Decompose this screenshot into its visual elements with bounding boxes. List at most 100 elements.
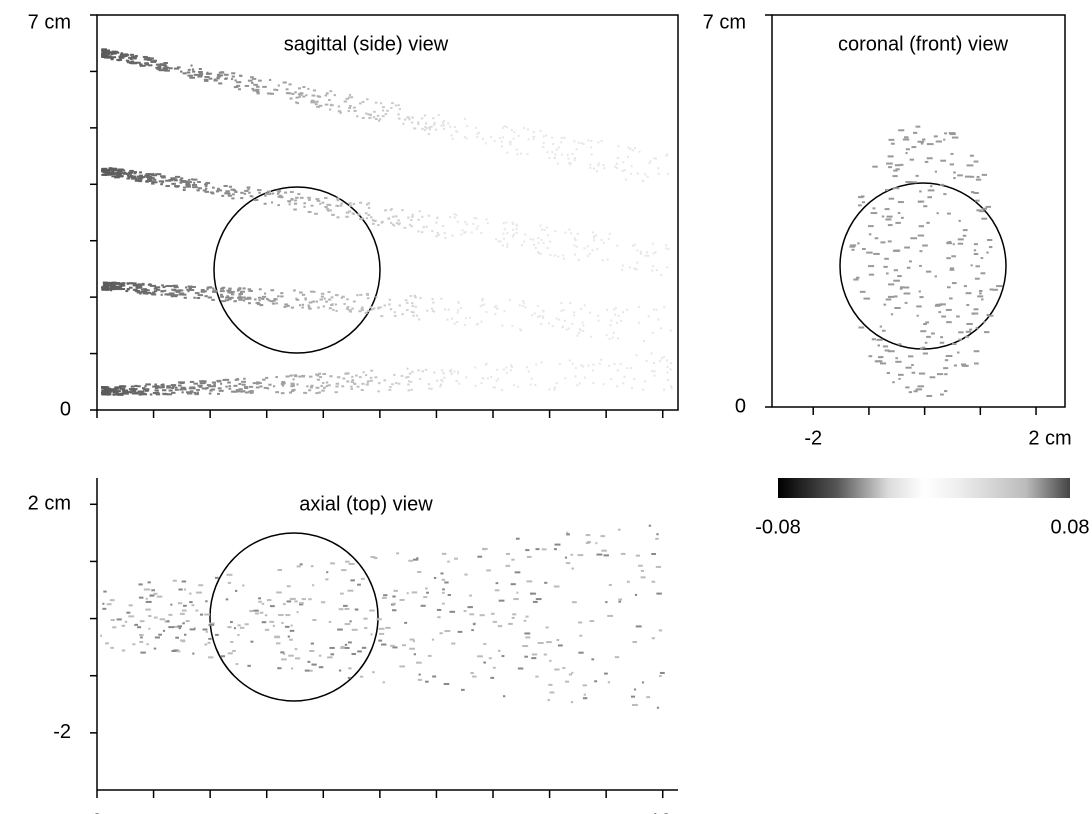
speckle xyxy=(545,626,549,629)
speckle xyxy=(264,628,270,631)
speckle xyxy=(179,639,186,642)
speckle xyxy=(359,293,363,296)
speckle xyxy=(373,110,376,113)
speckle xyxy=(180,180,186,183)
speckle xyxy=(366,381,369,384)
speckle xyxy=(151,589,156,592)
speckle xyxy=(145,180,149,183)
speckle xyxy=(145,173,152,176)
speckle xyxy=(887,240,892,243)
speckle xyxy=(428,126,431,129)
speckle xyxy=(319,202,322,205)
speckle xyxy=(565,328,568,331)
speckle xyxy=(315,392,319,395)
speckle xyxy=(553,386,556,389)
speckle xyxy=(347,306,350,309)
speckle xyxy=(349,107,352,110)
speckle xyxy=(189,592,192,595)
speckle xyxy=(648,162,651,165)
speckle xyxy=(309,649,315,652)
speckle xyxy=(318,104,323,107)
speckle xyxy=(918,372,926,375)
speckle xyxy=(516,591,519,594)
plot-frame xyxy=(96,14,679,411)
speckle xyxy=(980,272,986,275)
speckle xyxy=(186,185,191,188)
speckle xyxy=(156,595,163,598)
speckle xyxy=(940,393,944,396)
speckle xyxy=(392,646,398,649)
speckle xyxy=(583,247,586,250)
speckle xyxy=(237,296,242,299)
speckle xyxy=(340,202,343,205)
speckle xyxy=(337,105,341,108)
speckle xyxy=(398,304,402,307)
speckle xyxy=(280,295,284,298)
speckle xyxy=(383,379,387,382)
speckle xyxy=(153,592,158,595)
speckle xyxy=(107,171,115,174)
speckle xyxy=(237,624,241,627)
speckle xyxy=(317,306,320,309)
speckle xyxy=(399,598,405,601)
speckle xyxy=(220,655,226,658)
speckle xyxy=(308,389,312,392)
speckle xyxy=(428,128,431,131)
speckle xyxy=(283,191,288,194)
speckle xyxy=(505,221,508,224)
speckle xyxy=(411,591,418,594)
speckle xyxy=(326,208,330,211)
speckle xyxy=(670,387,673,390)
speckle xyxy=(488,657,492,660)
speckle xyxy=(348,93,352,96)
speckle xyxy=(160,175,166,178)
speckle xyxy=(615,167,618,170)
speckle xyxy=(261,297,265,300)
speckle xyxy=(227,291,231,294)
speckle xyxy=(551,325,554,328)
speckle xyxy=(502,237,505,240)
speckle xyxy=(344,607,350,610)
speckle xyxy=(600,140,603,143)
speckle xyxy=(248,385,254,388)
speckle xyxy=(651,552,656,555)
speckle xyxy=(520,329,523,332)
speckle xyxy=(369,376,373,379)
speckle xyxy=(154,286,161,289)
speckle xyxy=(517,385,520,388)
speckle xyxy=(635,625,642,628)
speckle xyxy=(348,562,355,565)
speckle xyxy=(308,375,313,378)
speckle xyxy=(640,569,645,572)
speckle xyxy=(276,89,279,92)
speckle xyxy=(358,376,362,379)
speckle xyxy=(106,55,112,58)
speckle xyxy=(469,316,472,319)
speckle xyxy=(128,388,135,391)
speckle xyxy=(886,372,891,375)
speckle xyxy=(311,663,314,666)
speckle xyxy=(265,376,269,379)
speckle xyxy=(379,118,382,121)
speckle xyxy=(924,341,928,344)
speckle xyxy=(335,309,338,312)
speckle xyxy=(483,643,487,646)
speckle xyxy=(511,558,515,561)
speckle xyxy=(239,291,243,294)
speckle xyxy=(926,157,933,160)
speckle xyxy=(168,292,175,295)
speckle xyxy=(154,383,157,386)
speckle xyxy=(321,389,325,392)
speckle xyxy=(104,286,108,289)
speckle xyxy=(621,169,624,172)
speckle xyxy=(641,179,644,182)
speckle xyxy=(431,230,434,233)
speckle xyxy=(958,338,963,341)
speckle xyxy=(352,202,356,205)
speckle xyxy=(397,219,400,222)
speckle xyxy=(414,127,417,130)
speckle xyxy=(556,162,559,165)
speckle xyxy=(598,362,601,365)
speckle xyxy=(569,161,572,164)
speckle xyxy=(376,618,379,621)
